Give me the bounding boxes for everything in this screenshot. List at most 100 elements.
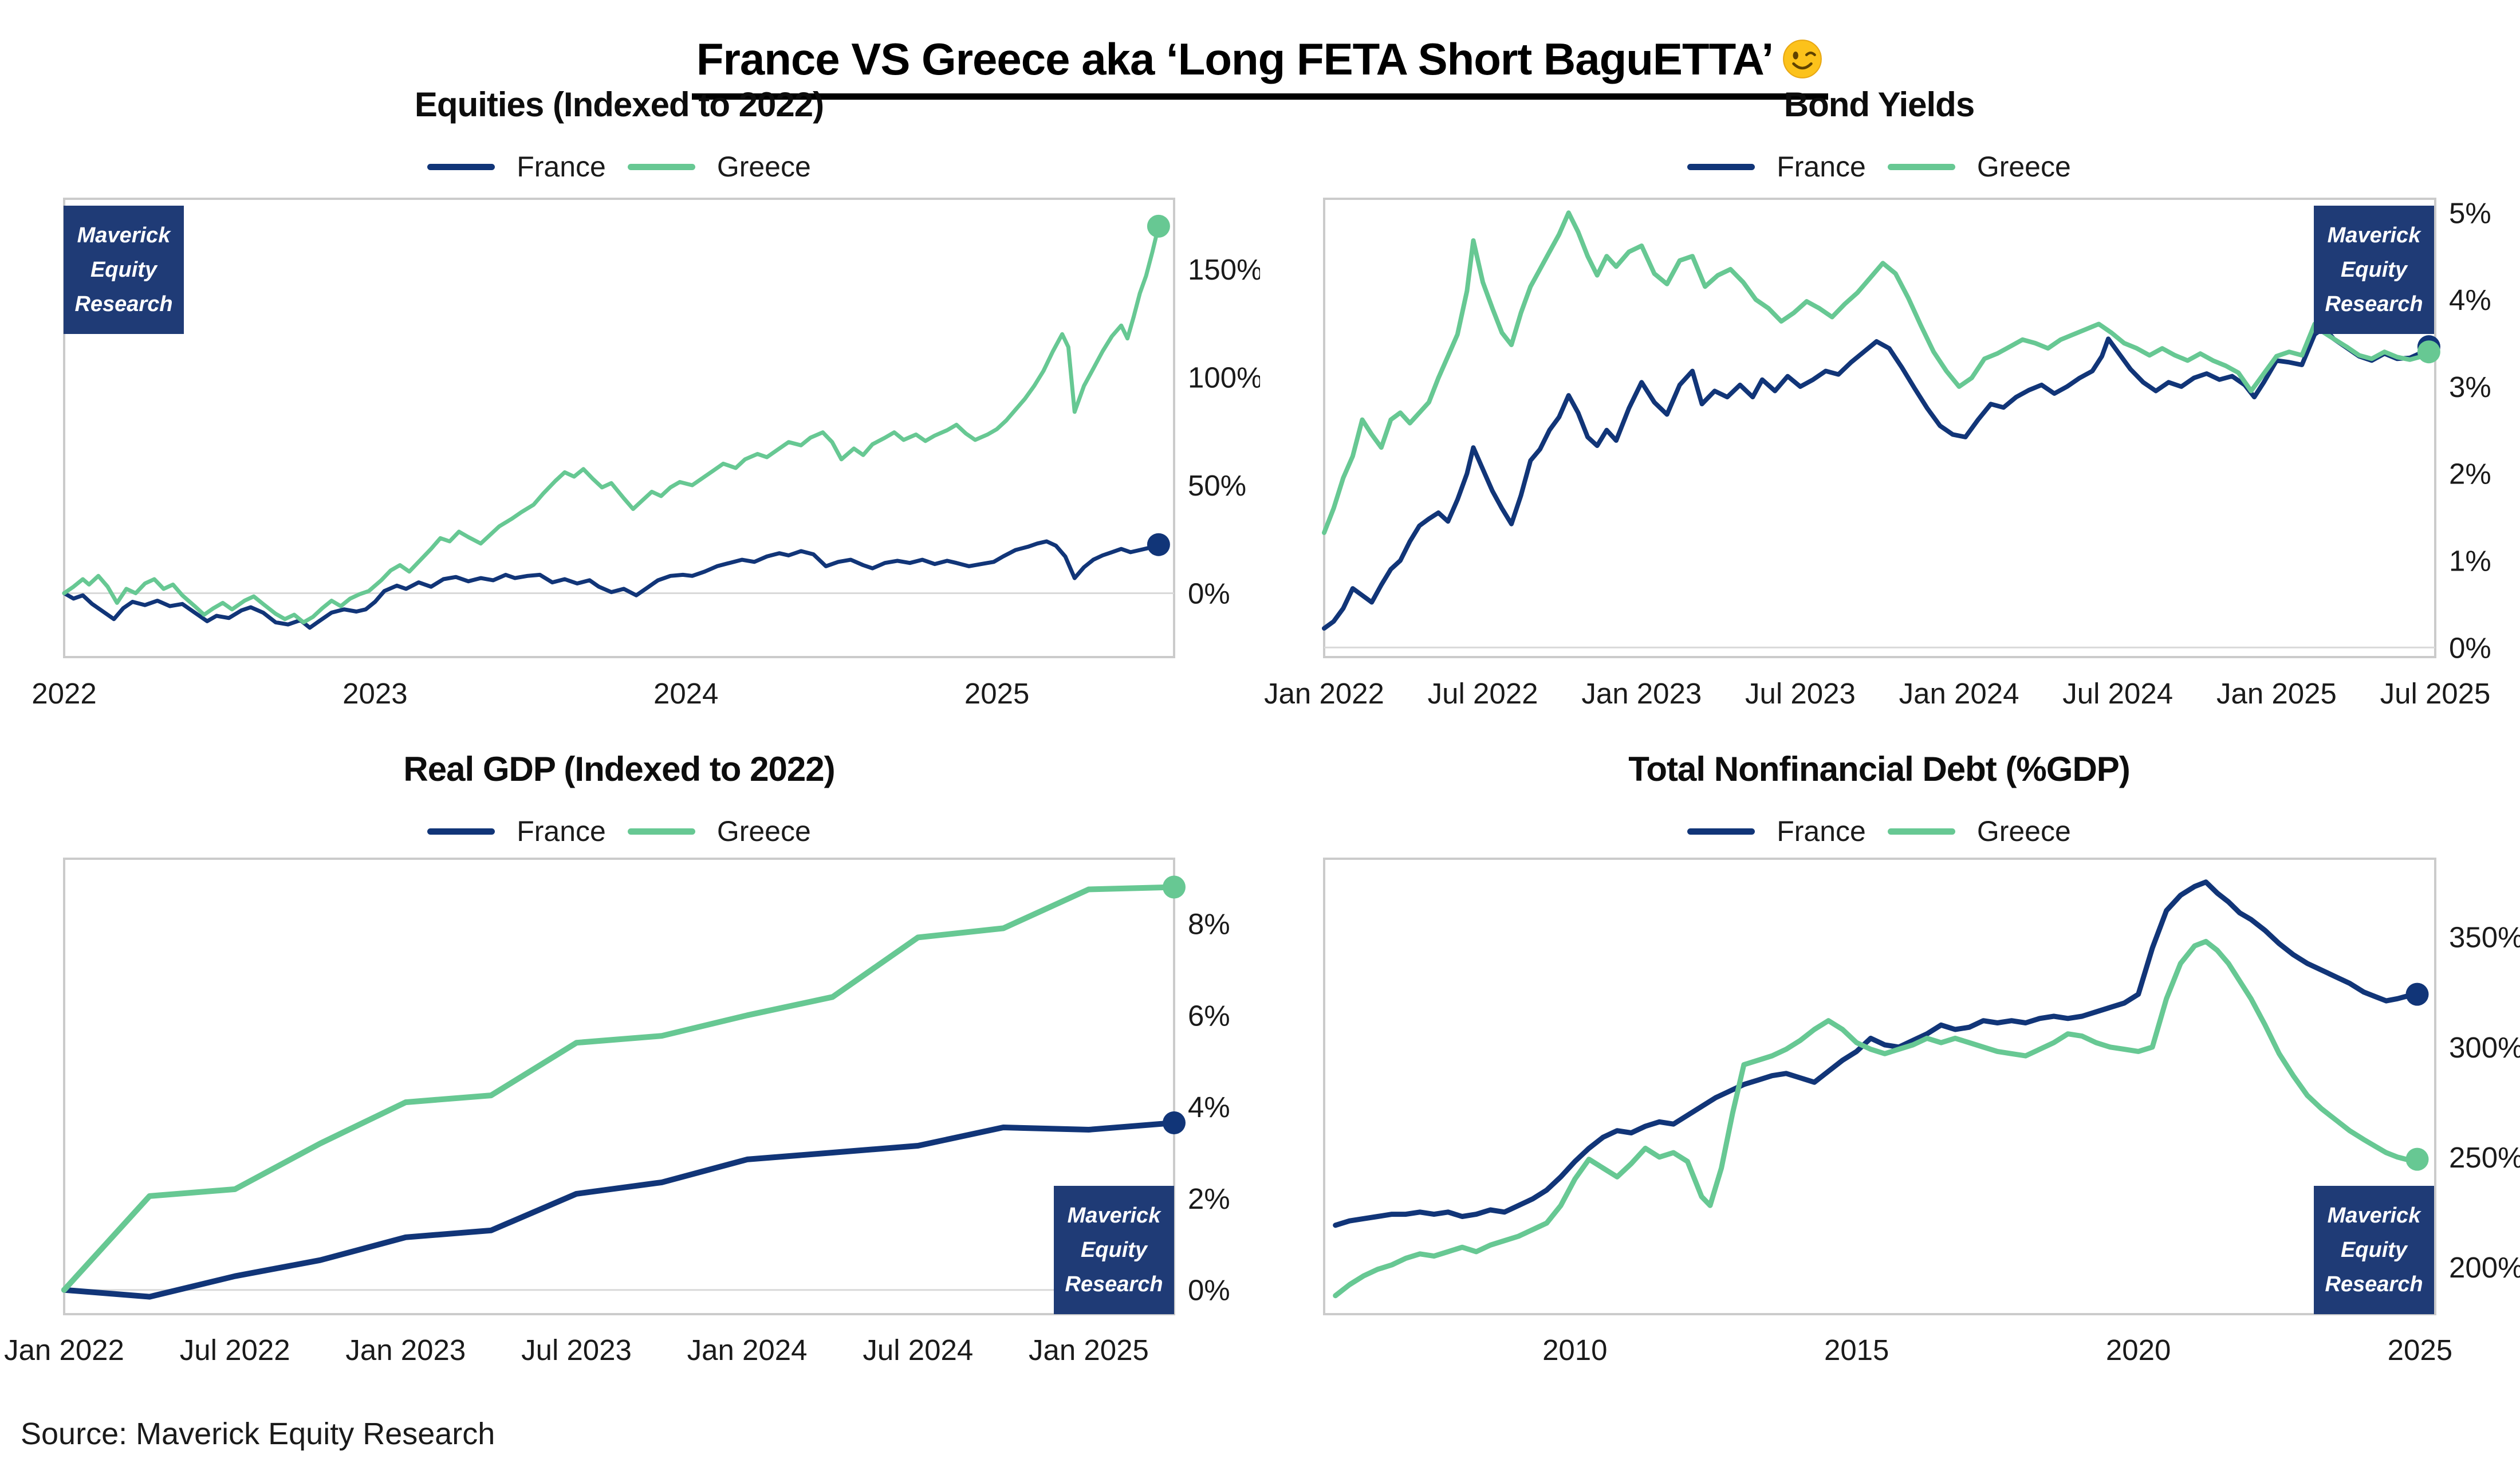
badge-line: Maverick [1067,1204,1161,1228]
source-note: Source: Maverick Equity Research [21,1417,495,1451]
legend-swatch-france [427,163,495,170]
legend: France Greece [64,815,1174,848]
legend-label-france: France [517,151,606,183]
y-tick-label: 0% [2449,631,2491,664]
legend-label-france: France [517,815,606,847]
y-tick-label: 3% [2449,371,2491,403]
y-tick-label: 1% [2449,545,2491,577]
series-line-france [61,1120,1177,1300]
x-tick-label: Jul 2024 [2062,677,2173,710]
x-tick-label: Jan 2024 [1899,677,2019,710]
x-tick-label: 2015 [1824,1334,1889,1366]
legend-swatch-greece [627,163,695,170]
chart-title: Total Nonfinancial Debt (%GDP) [1628,750,2131,788]
y-tick-label: 2% [2449,458,2491,490]
legend-label-france: France [1777,151,1866,183]
y-tick-label: 2% [1188,1182,1230,1215]
bond-yields-plot: 0% 1% 2% 3% 4% 5% Jan 2022 Jul 2022 Jan 2023 Jul … [1264,196,2491,710]
x-tick-label: 2025 [2388,1334,2452,1366]
legend-label-france: France [1777,815,1866,847]
y-tick-label: 150% [1188,253,1260,286]
y-tick-label: 50% [1188,469,1246,502]
plot-border [63,198,1175,658]
x-tick-label: Jan 2025 [1029,1334,1149,1366]
winking-face-emoji-icon [1783,40,1822,79]
legend-label-greece: Greece [1976,815,2071,847]
legend-swatch-greece [1887,828,1955,835]
x-tick-label: Jan 2025 [2216,677,2337,710]
x-tick-label: 2020 [2106,1334,2171,1366]
chart-nonfinancial-debt: Total Nonfinancial Debt (%GDP) France Gr… [1260,745,2520,1392]
series-line-france [62,539,1161,630]
badge-line: Research [1065,1272,1163,1296]
legend: France Greece [64,150,1174,183]
y-tick-label: 350% [2449,921,2520,954]
legend-swatch-france [1687,163,1755,170]
header: France VS Greece aka ‘Long FETA Short Ba… [0,3,2520,130]
series-end-dot-greece [2417,340,2440,364]
x-tick-label: Jul 2023 [521,1334,632,1366]
x-tick-label: Jan 2022 [4,1334,124,1366]
series-end-dot-france [1163,1111,1186,1134]
series-line-france [1333,879,2420,1228]
x-tick-label: Jul 2022 [1428,677,1538,710]
legend-swatch-greece [1887,163,1955,170]
plot-border [1323,858,2436,1315]
chart-equities: Equities (Indexed to 2022) France Greece… [0,80,1260,748]
badge-line: Research [2325,1272,2423,1296]
legend-swatch-france [427,828,495,835]
x-tick-label: 2024 [653,677,718,710]
legend-label-greece: Greece [716,815,811,847]
series-line-france [1322,325,2431,631]
page-title: France VS Greece aka ‘Long FETA Short Ba… [691,33,1829,100]
badge-line: Research [74,292,173,316]
page-title-text: France VS Greece aka ‘Long FETA Short Ba… [696,34,1774,85]
badge-line: Equity [2340,1238,2408,1262]
x-tick-label: Jan 2023 [1581,677,1702,710]
equities-plot: 0% 50% 100% 150% 2022 2023 2024 2025 [32,198,1260,710]
badge-line: Research [2325,292,2423,316]
series-end-dot-greece [1163,875,1186,899]
legend-label-greece: Greece [716,151,811,183]
series-line-greece [1322,210,2431,535]
y-tick-label: 200% [2449,1251,2520,1284]
badge-line: Maverick [2327,223,2421,247]
badge-line: Equity [2340,258,2408,282]
series-end-dot-france [1147,533,1170,556]
badge-line: Equity [1080,1238,1148,1262]
x-tick-label: 2022 [32,677,96,710]
y-tick-label: 300% [2449,1031,2520,1064]
y-tick-label: 6% [1188,999,1230,1032]
y-tick-label: 250% [2449,1141,2520,1174]
series-line-greece [61,884,1177,1293]
chart-bond-yields: Bond Yields France Greece 0% 1% 2% 3% 4% 5% Ja… [1260,80,2520,748]
series-line-greece [62,224,1161,624]
x-tick-label: Jul 2024 [863,1334,973,1366]
legend-label-greece: Greece [1976,151,2071,183]
series-line-greece [1333,938,2420,1299]
badge-line: Maverick [77,223,171,247]
maverick-badge: Maverick Equity Research [1054,1186,1174,1314]
y-tick-label: 4% [1188,1091,1230,1123]
y-tick-label: 8% [1188,908,1230,941]
x-tick-label: Jul 2022 [180,1334,290,1366]
legend-swatch-france [1687,828,1755,835]
badge-line: Maverick [2327,1204,2421,1228]
badge-line: Equity [90,258,158,282]
chart-title: Real GDP (Indexed to 2022) [403,750,835,788]
x-tick-label: Jan 2022 [1264,677,1384,710]
real-gdp-plot: 0% 2% 4% 6% 8% Jan 2022 Jul 2022 Jan 2023 Jul 20… [4,858,1230,1366]
maverick-badge: Maverick Equity Research [2314,206,2434,334]
x-tick-label: Jul 2025 [2380,677,2491,710]
x-tick-label: Jan 2024 [687,1334,808,1366]
plot-border [1323,198,2436,658]
plot-border [63,858,1175,1315]
maverick-badge: Maverick Equity Research [64,206,184,334]
series-end-dot-greece [2405,1147,2429,1171]
chart-title: Bond Yields [1783,85,1975,124]
x-tick-label: Jan 2023 [345,1334,466,1366]
maverick-badge: Maverick Equity Research [2314,1186,2434,1314]
x-tick-label: 2010 [1542,1334,1607,1366]
legend-swatch-greece [627,828,695,835]
